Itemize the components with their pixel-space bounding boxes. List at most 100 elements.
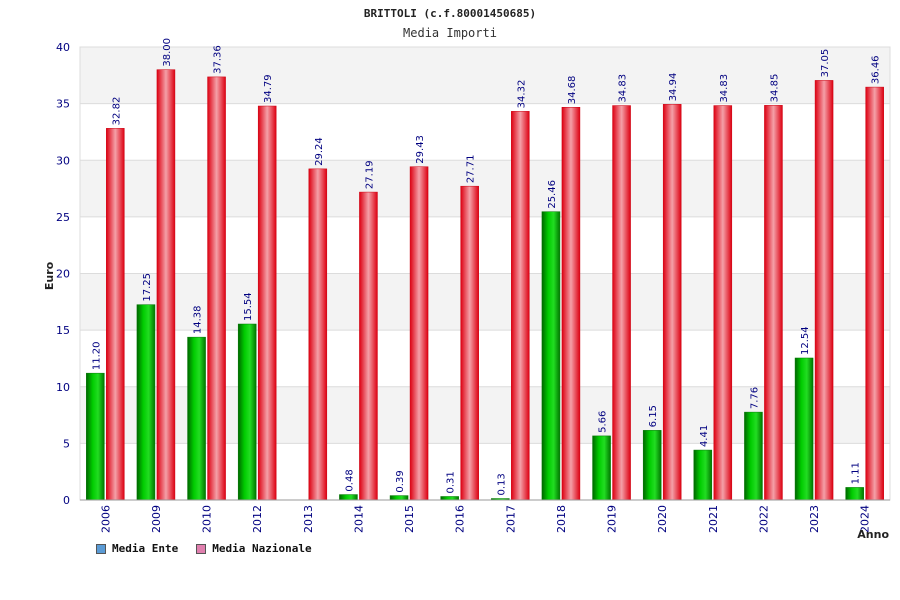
bar-media-ente-2020 [642,430,662,501]
bar-media-nazionale-2013 [308,168,328,501]
data-label-media-ente-2016: 0.31 [446,471,457,493]
data-label-media-ente-2023: 12.54 [800,326,811,355]
bar-media-nazionale-2015 [409,166,429,501]
y-tick-label: 5 [63,437,70,450]
bar-media-ente-2006 [86,372,105,501]
bar-media-ente-2010 [187,336,206,501]
data-label-media-ente-2015: 0.39 [395,470,406,492]
bar-media-nazionale-2024 [865,86,884,501]
chart-subtitle: Media Importi [403,26,497,40]
legend: Media Ente Media Nazionale [96,542,312,555]
bar-media-ente-2019 [592,435,611,501]
x-tick-label-2019: 2019 [606,505,619,533]
bar-media-nazionale-2020 [662,104,682,501]
bar-media-ente-2014 [339,494,358,501]
legend-item-media-ente: Media Ente [96,542,178,555]
bar-media-ente-2022 [744,411,763,501]
legend-swatch-media-ente [96,543,106,554]
bar-media-nazionale-2022 [764,105,783,501]
bar-media-ente-2018 [541,211,561,501]
data-label-media-ente-2006: 11.20 [91,342,102,371]
chart-title: BRITTOLI (c.f.80001450685) [364,7,536,20]
data-label-media-ente-2010: 14.38 [193,306,204,335]
data-label-media-nazionale-2023: 37.05 [820,49,831,78]
x-tick-label-2023: 2023 [808,505,821,533]
x-axis-ticks: 2006 2009 2010 2012 2013 2014 2015 2016 2017 2018… [99,505,871,533]
x-tick-label-2018: 2018 [555,505,568,533]
bar-media-ente-2015 [389,495,409,501]
data-label-media-nazionale-2014: 27.19 [364,160,375,189]
legend-swatch-media-nazionale [196,543,207,554]
data-label-media-nazionale-2006: 32.82 [111,97,122,126]
y-tick-label: 0 [63,494,70,507]
x-tick-label-2017: 2017 [504,505,517,533]
legend-label-media-ente: Media Ente [112,542,179,555]
data-label-media-ente-2014: 0.48 [344,469,355,491]
y-tick-label: 25 [56,211,70,224]
bar-media-nazionale-2006 [106,128,125,501]
bar-media-ente-2016 [440,496,459,501]
data-label-media-ente-2009: 17.25 [142,273,153,302]
bars [86,69,884,501]
data-label-media-nazionale-2017: 34.32 [516,80,527,109]
bar-media-nazionale-2012 [257,105,277,501]
data-label-media-ente-2018: 25.46 [547,180,558,209]
x-tick-label-2015: 2015 [403,505,416,533]
y-tick-label: 35 [56,98,70,111]
bar-media-nazionale-2009 [156,69,176,501]
data-label-media-nazionale-2015: 29.43 [415,135,426,164]
data-label-media-nazionale-2010: 37.36 [213,45,224,74]
y-axis-label: Euro [43,261,56,290]
x-tick-label-2010: 2010 [201,505,214,533]
data-label-media-nazionale-2016: 27.71 [466,155,477,184]
legend-item-media-nazionale: Media Nazionale [196,542,312,555]
bar-media-nazionale-2021 [713,105,733,501]
data-label-media-nazionale-2022: 34.85 [769,74,780,103]
bar-media-nazionale-2018 [561,106,581,501]
bar-media-ente-2024 [845,487,864,501]
bar-media-ente-2023 [794,357,814,501]
x-tick-label-2020: 2020 [656,505,669,533]
x-tick-label-2013: 2013 [302,505,315,533]
x-tick-label-2021: 2021 [707,505,720,533]
data-labels: 11.20 32.82 17.25 38.00 14.38 37.36 15.54 34.79… [91,38,881,496]
x-tick-label-2009: 2009 [150,505,163,533]
y-tick-label: 40 [56,41,70,54]
x-tick-label-2024: 2024 [859,505,872,533]
data-label-media-nazionale-2009: 38.00 [162,38,173,67]
bar-media-nazionale-2017 [511,111,530,501]
data-label-media-ente-2019: 5.66 [598,411,609,433]
legend-label-media-nazionale: Media Nazionale [212,542,312,555]
data-label-media-ente-2020: 6.15 [648,405,659,427]
data-label-media-nazionale-2012: 34.79 [263,74,274,103]
x-tick-label-2006: 2006 [99,505,112,533]
data-label-media-ente-2022: 7.76 [749,387,760,409]
y-tick-label: 30 [56,154,70,167]
data-label-media-nazionale-2024: 36.46 [871,55,882,84]
y-tick-label: 10 [56,381,70,394]
x-tick-label-2022: 2022 [757,505,770,533]
data-label-media-nazionale-2013: 29.24 [314,137,325,166]
bar-media-ente-2021 [693,449,713,501]
x-axis-label: Anno [857,528,889,541]
y-tick-label: 15 [56,324,70,337]
x-tick-label-2012: 2012 [251,505,264,533]
bar-media-nazionale-2023 [814,80,834,501]
x-tick-label-2016: 2016 [454,505,467,533]
data-label-media-nazionale-2020: 34.94 [668,73,679,102]
data-label-media-ente-2017: 0.13 [496,473,507,495]
data-label-media-ente-2024: 1.11 [851,462,862,484]
data-label-media-ente-2021: 4.41 [699,425,710,447]
data-label-media-ente-2012: 15.54 [243,292,254,321]
data-label-media-nazionale-2019: 34.83 [618,74,629,103]
y-tick-label: 20 [56,268,70,281]
x-tick-label-2014: 2014 [352,505,365,533]
bar-media-nazionale-2019 [612,105,631,501]
bar-media-nazionale-2014 [359,191,378,501]
bar-media-nazionale-2010 [207,76,226,501]
bar-media-ente-2012 [237,323,257,501]
data-label-media-nazionale-2021: 34.83 [719,74,730,103]
y-axis-ticks: 0 5 10 15 20 25 30 35 40 [56,41,70,507]
bar-media-ente-2009 [136,304,156,501]
